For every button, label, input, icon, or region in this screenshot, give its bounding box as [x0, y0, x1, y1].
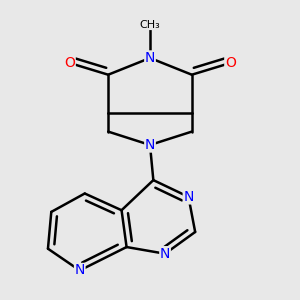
Text: N: N	[145, 138, 155, 152]
Text: O: O	[64, 56, 75, 70]
Text: N: N	[145, 51, 155, 65]
Text: CH₃: CH₃	[140, 20, 160, 29]
Text: N: N	[183, 190, 194, 204]
Text: N: N	[74, 263, 85, 278]
Text: N: N	[160, 247, 170, 261]
Text: O: O	[225, 56, 236, 70]
